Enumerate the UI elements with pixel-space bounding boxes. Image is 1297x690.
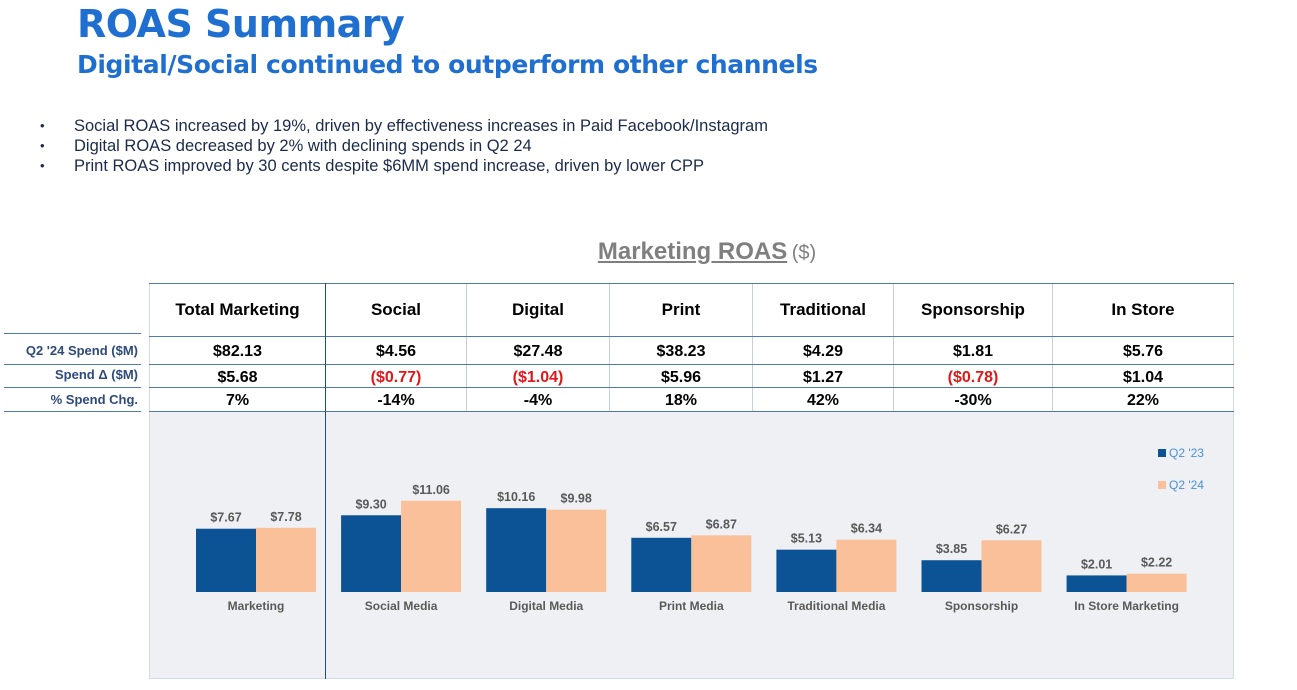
table-divider (149, 336, 1234, 337)
table-cell-negative: ($0.78) (947, 369, 999, 386)
bar-value-label: $7.78 (270, 510, 301, 524)
column-header: Social (370, 300, 422, 319)
bar-q2-24 (691, 535, 752, 592)
legend-swatch (1158, 481, 1166, 489)
table-cell: $5.96 (660, 369, 702, 386)
legend-label: Q2 '23 (1169, 446, 1204, 460)
category-label: Social Media (365, 599, 438, 613)
table-cell: -14% (377, 392, 415, 409)
bar-q2-24 (981, 540, 1042, 592)
column-header: In Store (1111, 300, 1175, 319)
page-subtitle: Digital/Social continued to outperform o… (77, 50, 818, 79)
row-label-divider (4, 333, 141, 334)
table-cell: 7% (225, 392, 250, 409)
category-label: Marketing (228, 599, 285, 613)
bullet-item: Digital ROAS decreased by 2% with declin… (40, 136, 768, 156)
column-separator (1052, 284, 1053, 411)
table-cell: $38.23 (656, 343, 706, 360)
table-cell: 22% (1126, 392, 1160, 409)
category-label: In Store Marketing (1074, 599, 1179, 613)
bar-q2-24 (401, 500, 462, 592)
table-divider (149, 411, 1234, 412)
bar-value-label: $11.06 (412, 483, 450, 497)
column-separator (752, 284, 753, 411)
row-label-divider (4, 411, 141, 412)
bullet-item: Social ROAS increased by 19%, driven by … (40, 116, 768, 136)
table-cell-negative: ($1.04) (512, 369, 564, 386)
chart-title-text: Marketing ROAS (597, 238, 788, 265)
row-label: % Spend Chg. (50, 392, 138, 407)
bar-value-label: $2.22 (1141, 556, 1172, 570)
row-label-divider (4, 364, 141, 365)
bar-value-label: $3.85 (936, 542, 967, 556)
bullet-item: Print ROAS improved by 30 cents despite … (40, 156, 768, 176)
category-label: Digital Media (509, 599, 583, 613)
bar-value-label: $6.34 (851, 522, 882, 536)
bar-value-label: $10.16 (497, 490, 535, 504)
column-separator (893, 284, 894, 411)
table-cell: -30% (954, 392, 992, 409)
column-header: Total Marketing (175, 300, 300, 319)
bar-value-label: $9.98 (561, 492, 592, 506)
bar-value-label: $6.87 (706, 517, 737, 531)
row-label: Spend Δ ($M) (54, 367, 138, 382)
column-separator (609, 284, 610, 411)
column-header: Traditional (780, 300, 866, 319)
table-cell: 42% (806, 392, 840, 409)
total-column-divider (325, 283, 326, 679)
bar-q2-23 (486, 508, 547, 592)
bar-q2-24 (1126, 573, 1187, 592)
table-divider (149, 387, 1234, 388)
column-header: Sponsorship (921, 300, 1025, 319)
column-separator (466, 284, 467, 411)
chart-title-unit: ($) (791, 242, 817, 264)
column-header: Print (661, 300, 701, 319)
table-divider (149, 364, 1234, 365)
table-cell: $1.81 (952, 343, 994, 360)
table-cell-negative: ($0.77) (370, 369, 422, 386)
bar-q2-24 (256, 527, 316, 592)
legend-label: Q2 '24 (1169, 478, 1204, 492)
bar-value-label: $7.67 (210, 511, 241, 525)
bar-value-label: $6.27 (996, 522, 1027, 536)
category-label: Print Media (659, 599, 724, 613)
table-cell: $4.29 (802, 343, 844, 360)
bar-q2-23 (196, 528, 256, 592)
category-label: Sponsorship (945, 599, 1018, 613)
bar-q2-23 (1066, 575, 1127, 592)
table-cell: $82.13 (213, 343, 262, 360)
bar-q2-23 (776, 549, 837, 592)
legend-swatch (1158, 449, 1166, 457)
chart-title: Marketing ROAS ($) (0, 238, 1297, 266)
bullet-list: Social ROAS increased by 19%, driven by … (40, 116, 768, 176)
table-cell: $27.48 (513, 343, 563, 360)
column-header: Digital (512, 300, 564, 319)
table-cell: $5.68 (217, 369, 258, 386)
row-label: Q2 '24 Spend ($M) (25, 343, 138, 358)
roas-bar-chart: $7.67 $7.78 Marketing $9.30 $11.06 Social Med… (196, 446, 1204, 613)
bar-value-label: $9.30 (355, 497, 386, 511)
bar-value-label: $5.13 (791, 532, 822, 546)
bar-q2-24 (836, 539, 897, 592)
bar-q2-23 (921, 560, 982, 592)
bar-q2-24 (546, 509, 607, 592)
bar-q2-23 (631, 537, 692, 592)
bar-value-label: $2.01 (1081, 557, 1112, 571)
bar-value-label: $6.57 (646, 520, 677, 534)
category-label: Traditional Media (787, 599, 885, 613)
table-cell: 18% (664, 392, 698, 409)
table-cell: $1.27 (802, 369, 844, 386)
table-cell: -4% (523, 392, 553, 409)
table-cell: $1.04 (1122, 369, 1164, 386)
table-cell: $5.76 (1122, 343, 1164, 360)
row-label-divider (4, 387, 141, 388)
bar-q2-23 (341, 515, 402, 592)
table-border-top (149, 283, 1234, 284)
page-title: ROAS Summary (77, 2, 405, 46)
table-cell: $4.56 (375, 343, 417, 360)
